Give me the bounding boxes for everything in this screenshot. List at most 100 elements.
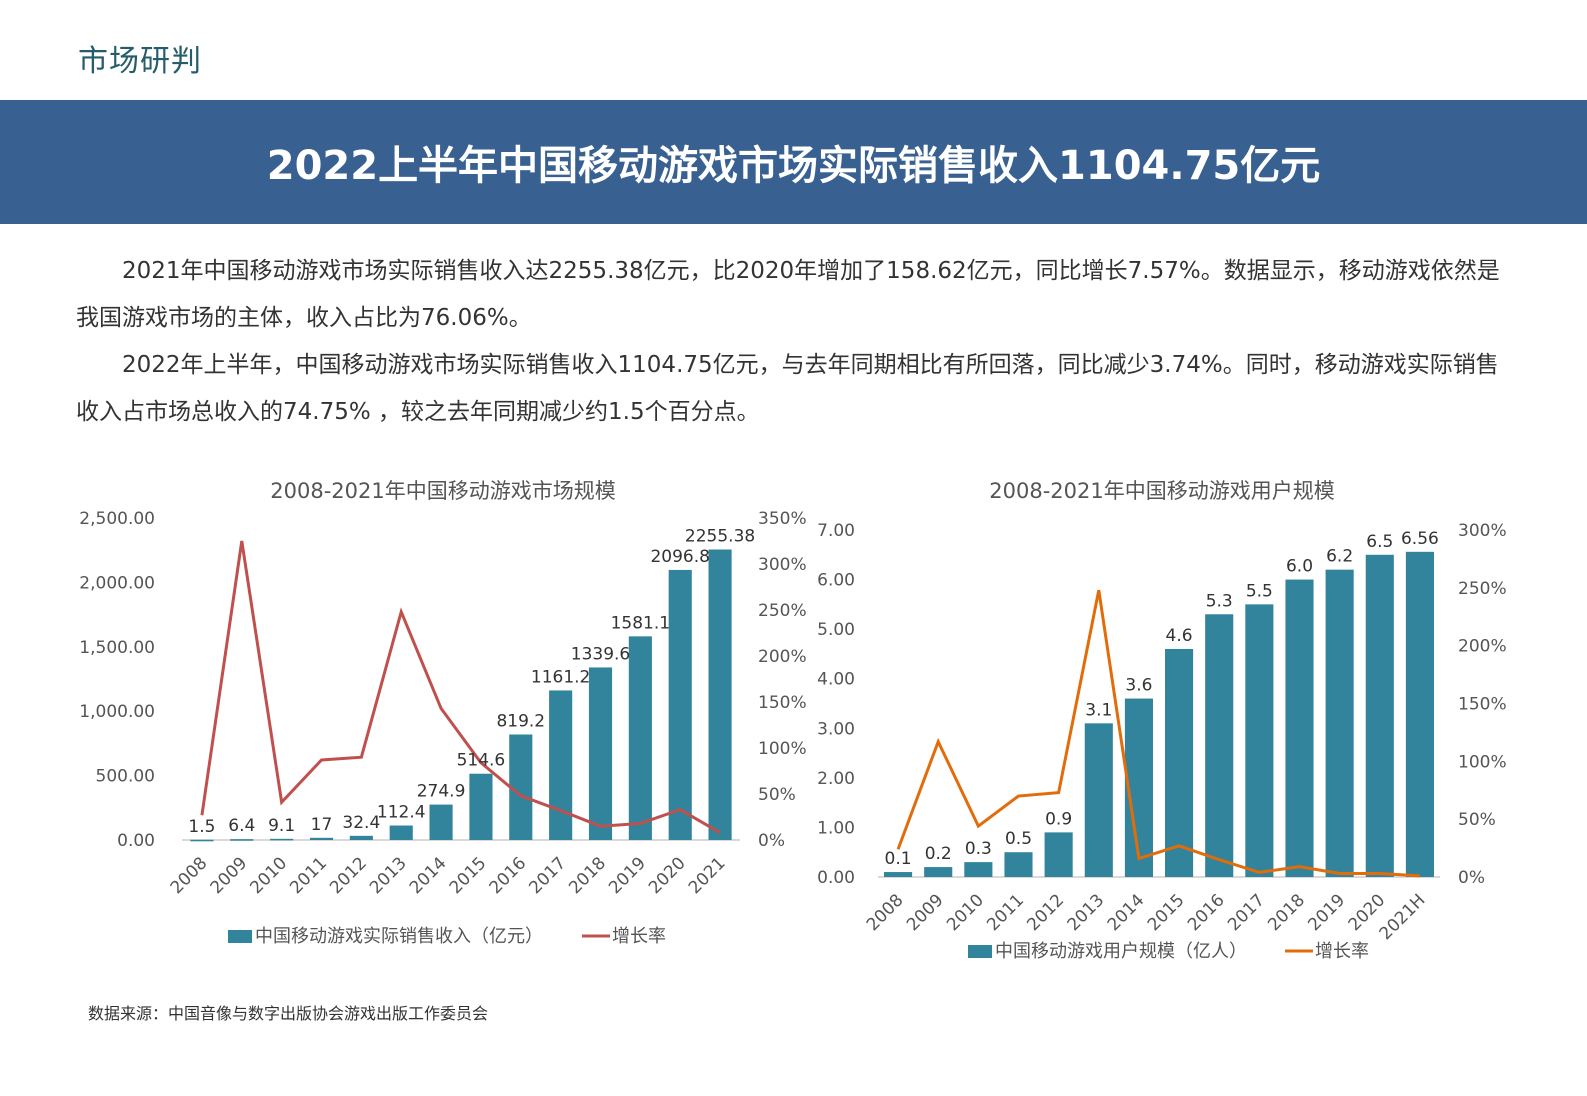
bar-value-label: 6.2 <box>1326 547 1353 567</box>
y-right-tick-label: 100% <box>1458 752 1507 772</box>
bar-value-label: 6.56 <box>1401 529 1439 549</box>
x-tick-label: 2008 <box>167 853 212 898</box>
bar-value-label: 112.4 <box>377 803 426 823</box>
bar <box>549 690 573 840</box>
bar <box>708 549 732 840</box>
bar <box>1405 551 1434 877</box>
bar-value-label: 1.5 <box>188 817 215 837</box>
y-left-tick-label: 1,500.00 <box>79 638 155 658</box>
y-right-tick-label: 150% <box>758 693 807 713</box>
bar-value-label: 2096.8 <box>650 547 709 567</box>
bar <box>389 825 413 840</box>
bar <box>1285 579 1314 877</box>
y-right-tick-label: 200% <box>1458 637 1507 657</box>
bar-value-label: 6.5 <box>1366 532 1393 552</box>
x-tick-label: 2018 <box>1264 890 1309 935</box>
x-tick-label: 2015 <box>446 853 491 898</box>
x-tick-label: 2021 <box>685 853 730 898</box>
y-right-tick-label: 300% <box>1458 521 1507 541</box>
y-left-tick-label: 1.00 <box>817 818 855 838</box>
bar <box>628 636 652 840</box>
bar <box>1365 554 1394 877</box>
bar <box>469 773 493 840</box>
legend-bar-label: 中国移动游戏用户规模（亿人） <box>995 941 1247 962</box>
market-size-chart: 2008-2021年中国移动游戏市场规模 0.00 500.00 1,000.00 1,… <box>0 460 806 980</box>
growth-rate-line <box>200 540 721 834</box>
bar <box>964 862 993 877</box>
y-left-tick-label: 2,000.00 <box>79 573 155 593</box>
paragraph: 2021年中国移动游戏市场实际销售收入达2255.38亿元，比2020年增加了1… <box>76 258 1500 331</box>
bar <box>190 839 214 842</box>
legend-bar-swatch <box>968 945 992 958</box>
bar-value-label: 5.3 <box>1206 591 1233 611</box>
x-tick-label: 2014 <box>1104 890 1149 935</box>
x-tick-label: 2021H <box>1376 890 1430 944</box>
y-left-tick-label: 3.00 <box>817 719 855 739</box>
bar <box>1245 604 1274 877</box>
bar-value-label: 274.9 <box>417 782 466 802</box>
y-right-tick-label: 300% <box>758 555 807 575</box>
y-right-tick-label: 250% <box>1458 579 1507 599</box>
bar <box>588 667 613 840</box>
y-left-tick-label: 4.00 <box>817 670 855 690</box>
x-tick-label: 2019 <box>1304 890 1349 935</box>
data-source: 数据来源：中国音像与数字出版协会游戏出版工作委员会 <box>88 1004 489 1023</box>
y-left-tick-label: 500.00 <box>96 767 155 787</box>
x-tick-label: 2011 <box>983 890 1028 935</box>
bar-value-label: 819.2 <box>496 711 545 731</box>
y-left-tick-label: 1,000.00 <box>79 702 155 722</box>
bar-value-label: 3.1 <box>1085 700 1112 720</box>
y-right-tick-label: 200% <box>758 647 807 667</box>
bar <box>309 837 334 840</box>
y-right-tick-label: 150% <box>1458 695 1507 715</box>
y-left-tick-label: 0.00 <box>817 868 855 888</box>
bar <box>1004 852 1033 877</box>
chart-title: 2008-2021年中国移动游戏市场规模 <box>270 479 615 503</box>
bar <box>1205 614 1234 877</box>
bar <box>1084 723 1113 877</box>
section-tag: 市场研判 <box>78 44 202 79</box>
legend-bar-swatch <box>228 930 252 943</box>
bar-value-label: 0.9 <box>1045 809 1072 829</box>
x-tick-label: 2010 <box>246 853 291 898</box>
bar <box>429 804 453 840</box>
y-right-tick-label: 350% <box>758 509 807 529</box>
legend-bar-label: 中国移动游戏实际销售收入（亿元） <box>255 926 543 947</box>
x-tick-label: 2016 <box>1184 890 1229 935</box>
y-right-tick-label: 0% <box>1458 868 1485 888</box>
bar-value-label: 32.4 <box>342 813 380 833</box>
page-title: 2022上半年中国移动游戏市场实际销售收入1104.75亿元 <box>266 143 1321 189</box>
bar <box>270 838 294 841</box>
x-tick-label: 2017 <box>1224 890 1269 935</box>
bar <box>668 569 692 840</box>
x-tick-label: 2010 <box>943 890 988 935</box>
x-tick-label: 2016 <box>486 853 531 898</box>
bar <box>924 867 953 877</box>
bar-value-label: 6.4 <box>228 816 255 836</box>
bar-value-label: 3.6 <box>1125 676 1152 696</box>
x-tick-label: 2020 <box>645 853 690 898</box>
bar <box>884 872 913 877</box>
y-left-tick-label: 6.00 <box>817 571 855 591</box>
bar-value-label: 6.0 <box>1286 557 1313 577</box>
legend-line-label: 增长率 <box>612 926 666 947</box>
title-banner: 2022上半年中国移动游戏市场实际销售收入1104.75亿元 <box>0 100 1587 224</box>
bar <box>1165 648 1194 877</box>
y-left-tick-label: 2.00 <box>817 769 855 789</box>
bar-value-label: 0.3 <box>965 839 992 859</box>
bar-value-label: 4.6 <box>1166 626 1193 646</box>
y-left-tick-label: 5.00 <box>817 620 855 640</box>
y-right-tick-label: 250% <box>758 601 807 621</box>
bar <box>230 839 254 841</box>
bar <box>1044 832 1073 877</box>
bar-value-label: 0.1 <box>885 849 912 869</box>
x-tick-label: 2017 <box>525 853 570 898</box>
user-size-chart-svg: 2008-2021年中国移动游戏用户规模 0.00 1.00 2.00 3.00 4.00… <box>817 479 1507 962</box>
bar-value-label: 1339.6 <box>571 644 630 664</box>
bar <box>1325 569 1354 877</box>
bar <box>349 835 373 840</box>
growth-rate-line <box>896 589 1421 878</box>
x-tick-label: 2013 <box>1064 890 1109 935</box>
x-tick-label: 2014 <box>406 853 451 898</box>
x-tick-label: 2009 <box>207 853 252 898</box>
